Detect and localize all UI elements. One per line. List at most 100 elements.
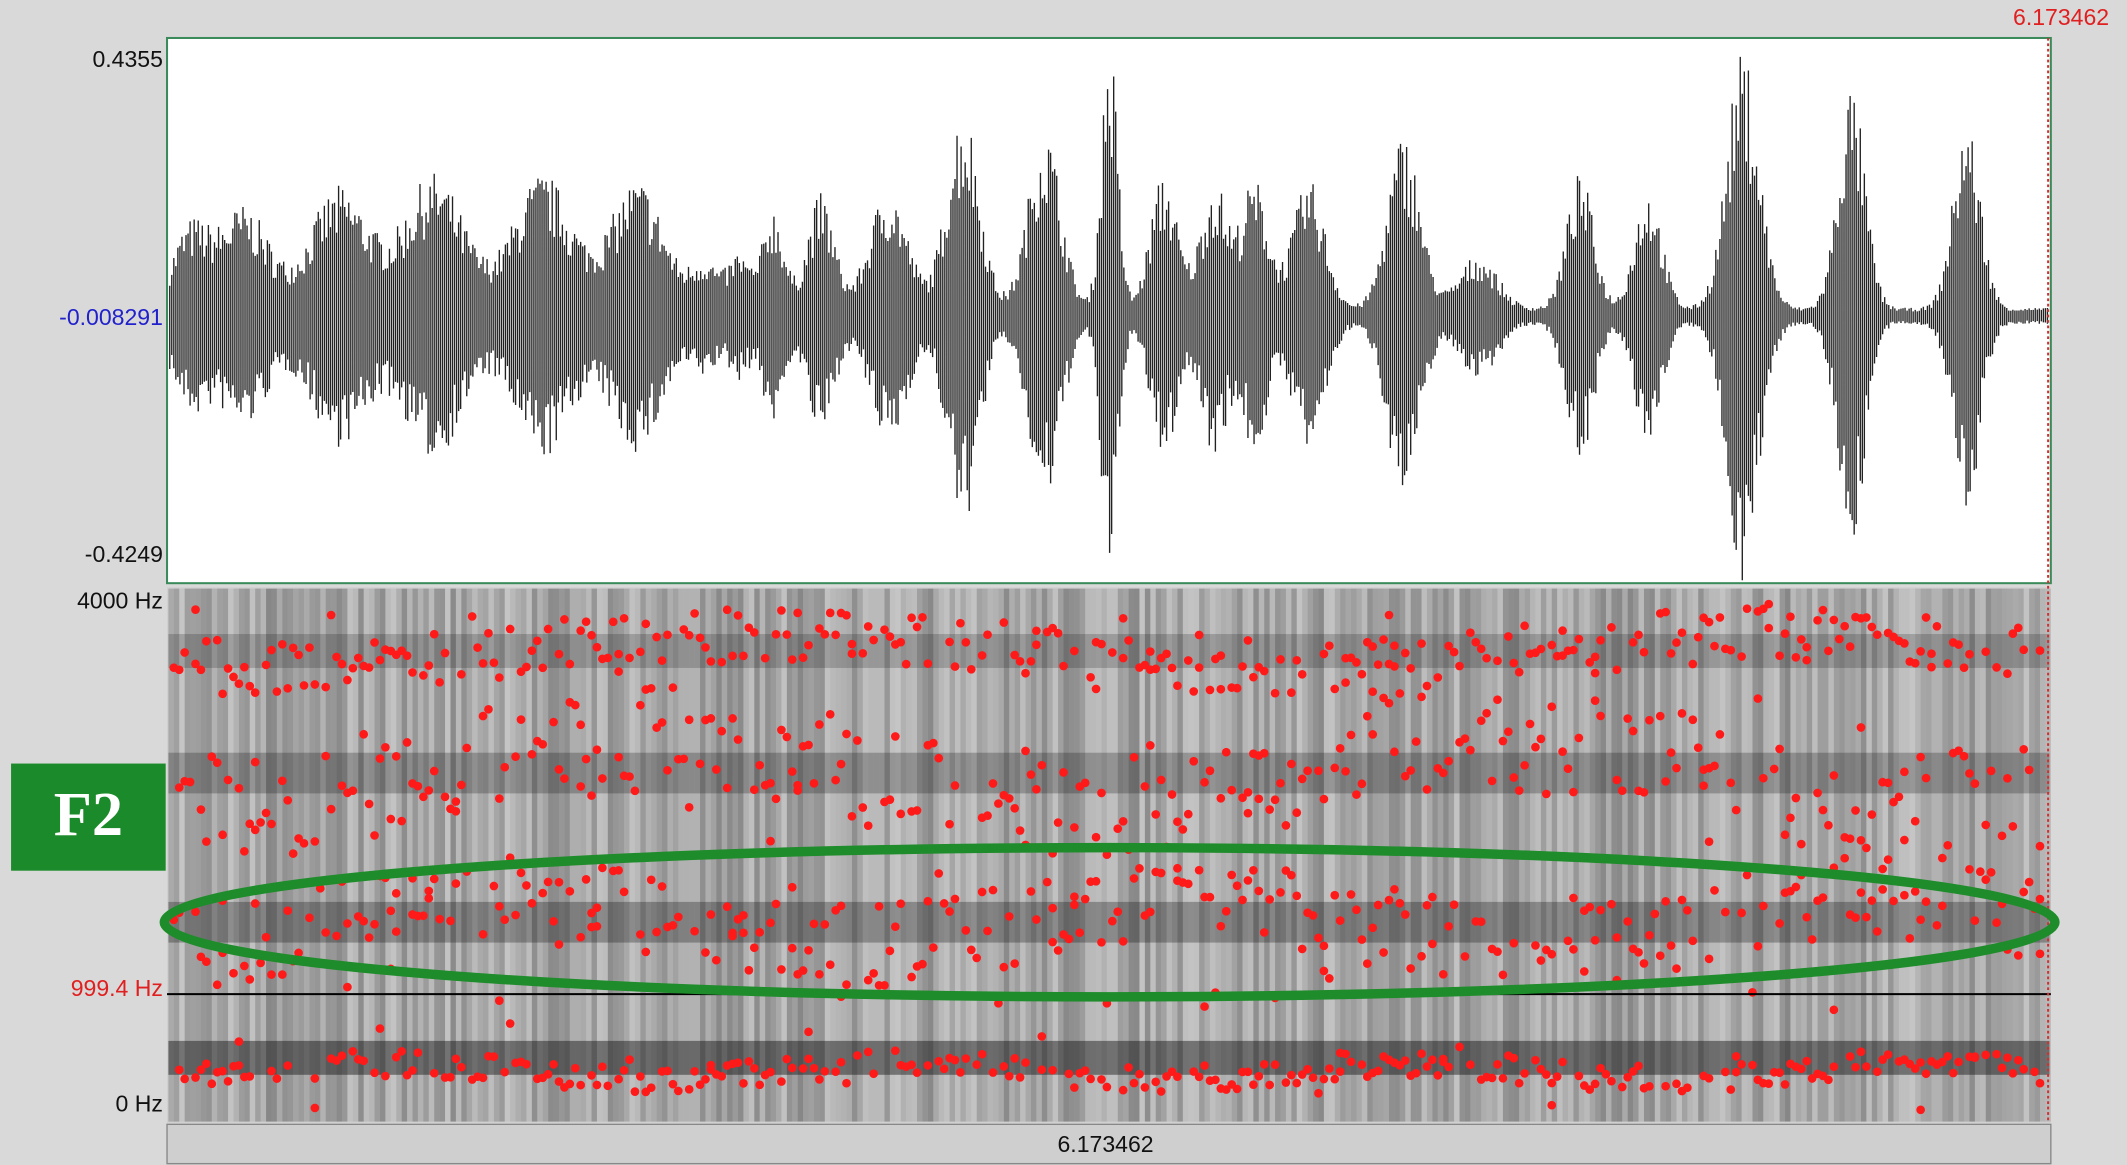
formant-point	[1840, 854, 1849, 863]
formant-point	[1265, 895, 1274, 904]
formant-point	[1010, 1054, 1019, 1063]
formant-point	[343, 676, 352, 685]
formant-point	[1271, 1060, 1280, 1069]
formant-point	[1184, 656, 1193, 665]
formant-point	[1222, 907, 1231, 916]
formant-point	[1781, 629, 1790, 638]
formant-point	[348, 786, 357, 795]
formant-point	[2003, 774, 2012, 783]
formant-point	[804, 946, 813, 955]
formant-point	[522, 881, 531, 890]
formant-point	[1949, 1069, 1958, 1078]
formant-point	[1244, 636, 1253, 645]
formant-point	[962, 638, 971, 647]
formant-point	[1195, 1073, 1204, 1082]
formant-point	[945, 820, 954, 829]
formant-point	[587, 791, 596, 800]
formant-point	[1216, 922, 1225, 931]
formant-point	[1509, 939, 1518, 948]
formant-point	[1433, 1071, 1442, 1080]
formant-point	[424, 786, 433, 795]
formant-point	[1775, 651, 1784, 660]
formant-point	[999, 963, 1008, 972]
formant-point	[1840, 622, 1849, 631]
formant-point	[1292, 656, 1301, 665]
formant-point	[1488, 1074, 1497, 1083]
formant-point	[452, 879, 461, 888]
formant-point	[1005, 1072, 1014, 1081]
formant-point	[603, 1081, 612, 1090]
formant-point	[1054, 946, 1063, 955]
formant-point	[1184, 810, 1193, 819]
formant-point	[370, 1068, 379, 1077]
formant-point	[457, 670, 466, 679]
formant-point	[875, 902, 884, 911]
formant-point	[929, 739, 938, 748]
formant-point	[251, 826, 260, 835]
formant-point	[940, 1065, 949, 1074]
formant-point	[777, 606, 786, 615]
formant-point	[2019, 745, 2028, 754]
formant-point	[1314, 766, 1323, 775]
page: {"waveform": {"max_label": "0.4355", "mi…	[0, 0, 2127, 1165]
formant-point	[864, 821, 873, 830]
formant-point	[1808, 935, 1817, 944]
formant-point	[826, 960, 835, 969]
formant-point	[1976, 867, 1985, 876]
formant-point	[1575, 734, 1584, 743]
formant-point	[452, 1054, 461, 1063]
formant-point	[1211, 1075, 1220, 1084]
formant-point	[1010, 804, 1019, 813]
formant-point	[1726, 1085, 1735, 1094]
formant-point	[1585, 903, 1594, 912]
time-cursor-label: 6.173462	[2013, 4, 2109, 30]
formant-point	[1184, 880, 1193, 889]
formant-point	[782, 1055, 791, 1064]
formant-point	[1075, 928, 1084, 937]
formant-point	[1867, 896, 1876, 905]
formant-point	[1135, 864, 1144, 873]
formant-point	[549, 1060, 558, 1069]
formant-point	[1173, 681, 1182, 690]
formant-point	[1710, 762, 1719, 771]
formant-point	[1721, 908, 1730, 917]
formant-point	[1390, 641, 1399, 650]
formant-point	[1819, 893, 1828, 902]
formant-point	[289, 849, 298, 858]
formant-point	[1900, 639, 1909, 648]
formant-point	[1547, 702, 1556, 711]
formant-point	[1423, 682, 1432, 691]
formant-point	[696, 759, 705, 768]
formant-point	[1195, 663, 1204, 672]
formant-point	[300, 681, 309, 690]
formant-point	[1672, 964, 1681, 973]
formant-point	[1661, 897, 1670, 906]
formant-point	[1862, 844, 1871, 853]
formant-point	[1602, 1070, 1611, 1079]
formant-point	[1330, 891, 1339, 900]
formant-point	[283, 1061, 292, 1070]
spectrogram-band	[168, 1041, 2049, 1075]
formant-point	[837, 1058, 846, 1067]
formant-point	[1922, 1069, 1931, 1078]
formant-point	[1580, 967, 1589, 976]
formant-point	[658, 656, 667, 665]
formant-point	[430, 1069, 439, 1078]
formant-point	[1010, 959, 1019, 968]
formant-point	[1737, 1060, 1746, 1069]
formant-point	[2003, 1053, 2012, 1062]
formant-point	[1824, 821, 1833, 830]
formant-point	[560, 615, 569, 624]
formant-point	[690, 927, 699, 936]
formant-point	[354, 654, 363, 663]
formant-point	[1623, 917, 1632, 926]
formant-point	[1987, 767, 1996, 776]
amplitude-cursor: -0.008291	[59, 304, 163, 330]
formant-point	[1016, 826, 1025, 835]
formant-point	[1933, 622, 1942, 631]
formant-point	[1390, 747, 1399, 756]
formant-point	[1504, 632, 1513, 641]
formant-point	[311, 837, 320, 846]
formant-point	[1640, 648, 1649, 657]
formant-point	[1200, 778, 1209, 787]
